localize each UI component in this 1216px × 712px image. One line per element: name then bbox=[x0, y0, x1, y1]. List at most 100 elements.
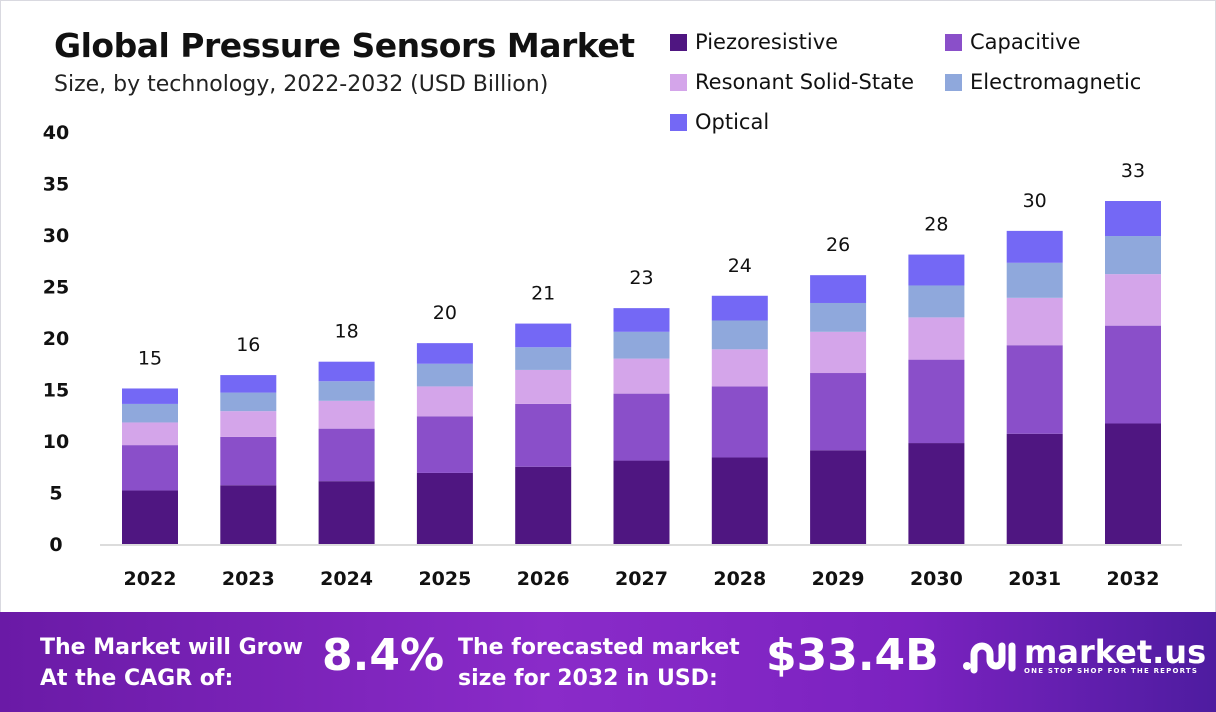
bar-segment-electromagnetic-2023 bbox=[220, 392, 277, 412]
bar-segment-piezoresistive-2025 bbox=[416, 472, 473, 544]
legend-swatch bbox=[945, 73, 962, 91]
cagr-value: 8.4% bbox=[322, 630, 445, 681]
bar-segment-resonant-solid-state-2031 bbox=[1006, 297, 1063, 346]
legend-label: Capacitive bbox=[970, 30, 1081, 54]
bar-segment-capacitive-2031 bbox=[1006, 345, 1063, 434]
x-tick-label-2023: 2023 bbox=[222, 568, 275, 590]
y-tick-label: 10 bbox=[43, 431, 69, 453]
stacked-bar-chart: 0510152025303540152022162023182024202025… bbox=[43, 122, 1182, 590]
bar-segment-capacitive-2030 bbox=[908, 359, 965, 444]
total-label-2027: 23 bbox=[629, 267, 653, 289]
bar-segment-capacitive-2028 bbox=[711, 386, 768, 458]
x-tick-label-2024: 2024 bbox=[320, 568, 373, 590]
bar-segment-piezoresistive-2029 bbox=[810, 450, 867, 544]
bar-segment-capacitive-2024 bbox=[318, 428, 375, 482]
bar-segment-electromagnetic-2027 bbox=[613, 331, 670, 359]
bar-segment-capacitive-2029 bbox=[810, 373, 867, 451]
bar-segment-piezoresistive-2022 bbox=[122, 490, 178, 544]
bar-segment-piezoresistive-2024 bbox=[318, 481, 375, 544]
logo-tagline: ONE STOP SHOP FOR THE REPORTS bbox=[1024, 667, 1199, 675]
legend-label: Piezoresistive bbox=[695, 30, 839, 54]
legend-label: Optical bbox=[695, 110, 770, 134]
bar-segment-optical-2023 bbox=[220, 375, 277, 393]
bar-segment-capacitive-2026 bbox=[515, 403, 572, 467]
legend-swatch bbox=[670, 113, 687, 131]
cagr-caption-line2: At the CAGR of: bbox=[40, 666, 234, 691]
legend-item-capacitive: Capacitive bbox=[945, 30, 1081, 54]
x-tick-label-2025: 2025 bbox=[418, 568, 471, 590]
x-tick-label-2031: 2031 bbox=[1008, 568, 1061, 590]
bar-segment-resonant-solid-state-2028 bbox=[711, 349, 768, 387]
legend-item-resonant-solid-state: Resonant Solid-State bbox=[670, 70, 914, 94]
bar-segment-resonant-solid-state-2030 bbox=[908, 317, 965, 360]
y-tick-label: 25 bbox=[43, 277, 69, 299]
bar-segment-electromagnetic-2026 bbox=[515, 347, 572, 370]
footer-banner: The Market will Grow At the CAGR of: 8.4… bbox=[0, 612, 1216, 712]
cagr-caption-line1: The Market will Grow bbox=[40, 635, 303, 660]
legend-swatch bbox=[670, 73, 687, 91]
bar-segment-capacitive-2022 bbox=[122, 445, 178, 491]
bar-segment-electromagnetic-2028 bbox=[711, 320, 768, 350]
bar-segment-electromagnetic-2032 bbox=[1105, 236, 1161, 275]
total-label-2023: 16 bbox=[236, 334, 260, 356]
bar-segment-piezoresistive-2026 bbox=[515, 466, 572, 544]
bar-segment-resonant-solid-state-2022 bbox=[122, 422, 178, 446]
total-label-2031: 30 bbox=[1023, 190, 1047, 212]
market-us-logo: market.us ONE STOP SHOP FOR THE REPORTS bbox=[962, 636, 1206, 676]
y-tick-label: 35 bbox=[43, 174, 69, 196]
total-label-2022: 15 bbox=[138, 347, 162, 369]
bar-segment-capacitive-2023 bbox=[220, 436, 277, 486]
bar-segment-resonant-solid-state-2027 bbox=[613, 358, 670, 394]
bar-segment-optical-2029 bbox=[810, 275, 867, 303]
total-label-2024: 18 bbox=[335, 321, 359, 343]
total-label-2025: 20 bbox=[433, 302, 457, 324]
legend-label: Resonant Solid-State bbox=[695, 70, 915, 94]
bar-segment-optical-2022 bbox=[122, 388, 178, 404]
y-tick-label: 0 bbox=[49, 534, 62, 556]
logo-name: market.us bbox=[1024, 633, 1207, 671]
legend-swatch bbox=[670, 33, 687, 51]
total-label-2029: 26 bbox=[826, 234, 850, 256]
bar-segment-capacitive-2027 bbox=[613, 393, 670, 461]
bar-segment-optical-2028 bbox=[711, 295, 768, 321]
legend-item-electromagnetic: Electromagnetic bbox=[945, 70, 1141, 94]
bar-segment-resonant-solid-state-2029 bbox=[810, 331, 867, 374]
bar-segment-resonant-solid-state-2025 bbox=[416, 386, 473, 417]
bar-segment-optical-2032 bbox=[1105, 201, 1161, 237]
logo-icon bbox=[963, 642, 1016, 674]
bar-segment-electromagnetic-2024 bbox=[318, 381, 375, 401]
y-tick-label: 20 bbox=[43, 328, 69, 350]
bar-segment-capacitive-2032 bbox=[1105, 325, 1161, 424]
y-tick-label: 5 bbox=[49, 483, 62, 505]
bar-segment-electromagnetic-2025 bbox=[416, 363, 473, 387]
bar-segment-optical-2027 bbox=[613, 308, 670, 332]
x-tick-label-2022: 2022 bbox=[124, 568, 177, 590]
forecast-caption: The forecasted market size for 2032 in U… bbox=[458, 632, 740, 694]
bar-segment-optical-2030 bbox=[908, 254, 965, 286]
forecast-value: $33.4B bbox=[766, 630, 939, 681]
forecast-caption-line1: The forecasted market bbox=[458, 635, 740, 660]
bar-segment-resonant-solid-state-2032 bbox=[1105, 274, 1161, 326]
bar-segment-piezoresistive-2023 bbox=[220, 485, 277, 544]
bar-segment-piezoresistive-2028 bbox=[711, 457, 768, 544]
bar-segment-piezoresistive-2031 bbox=[1006, 433, 1063, 544]
x-tick-label-2032: 2032 bbox=[1107, 568, 1160, 590]
chart-subtitle: Size, by technology, 2022-2032 (USD Bill… bbox=[54, 72, 549, 97]
bar-segment-optical-2026 bbox=[515, 323, 572, 348]
bar-segment-resonant-solid-state-2023 bbox=[220, 411, 277, 437]
bar-segment-electromagnetic-2031 bbox=[1006, 262, 1063, 298]
bar-segment-resonant-solid-state-2026 bbox=[515, 369, 572, 404]
y-tick-label: 30 bbox=[43, 225, 69, 247]
bar-segment-capacitive-2025 bbox=[416, 416, 473, 473]
x-tick-label-2027: 2027 bbox=[615, 568, 668, 590]
x-tick-label-2026: 2026 bbox=[517, 568, 570, 590]
x-tick-label-2029: 2029 bbox=[812, 568, 865, 590]
bar-segment-optical-2024 bbox=[318, 361, 375, 382]
bar-segment-electromagnetic-2029 bbox=[810, 302, 867, 332]
total-label-2032: 33 bbox=[1121, 160, 1145, 182]
legend-label: Electromagnetic bbox=[970, 70, 1142, 94]
y-tick-label: 15 bbox=[43, 380, 69, 402]
y-tick-label: 40 bbox=[43, 122, 69, 144]
bar-segment-resonant-solid-state-2024 bbox=[318, 400, 375, 429]
bar-segment-optical-2031 bbox=[1006, 230, 1063, 263]
